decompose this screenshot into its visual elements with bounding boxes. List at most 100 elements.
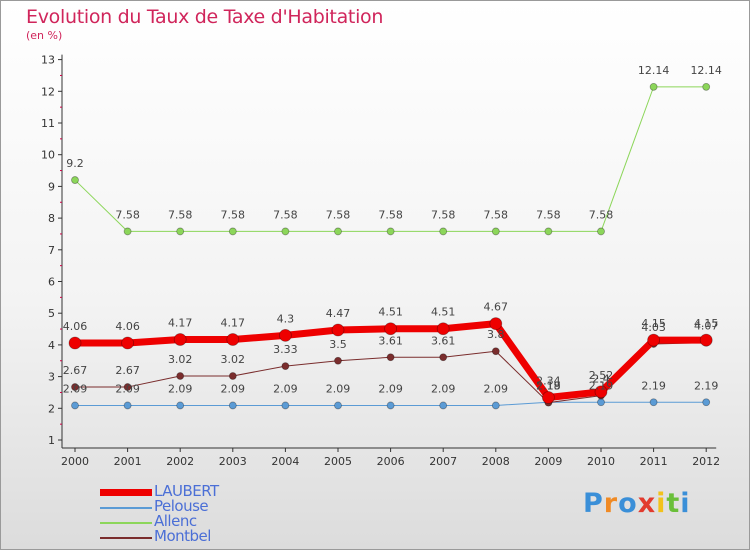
data-label-montbel: 3.5: [329, 338, 347, 351]
data-label-montbel: 2.4: [592, 373, 610, 386]
data-label-pelouse: 2.09: [221, 382, 246, 395]
y-tick-label: 12: [41, 85, 55, 98]
y-tick-label: 5: [48, 307, 55, 320]
data-point-laubert: [594, 385, 608, 399]
data-point-laubert: [699, 333, 713, 347]
x-tick-label: 2004: [271, 455, 299, 468]
data-label-laubert: 4.67: [484, 301, 509, 314]
legend-swatch: [100, 489, 152, 496]
data-point-allenc: [702, 82, 711, 91]
data-label-montbel: 3.61: [431, 334, 456, 347]
x-tick-label: 2010: [587, 455, 615, 468]
data-label-allenc: 7.58: [273, 208, 298, 221]
data-label-pelouse: 2.09: [273, 382, 298, 395]
data-label-allenc: 7.58: [115, 208, 140, 221]
y-tick-label: 11: [41, 117, 55, 130]
data-point-montbel: [491, 347, 500, 356]
data-label-montbel: 3.02: [221, 353, 246, 366]
x-tick-label: 2012: [692, 455, 720, 468]
data-point-laubert: [384, 322, 398, 336]
data-point-laubert: [436, 322, 450, 336]
data-point-pelouse: [439, 401, 448, 410]
data-label-laubert: 4.17: [221, 317, 246, 330]
legend-swatch: [100, 507, 152, 509]
data-point-montbel: [386, 353, 395, 362]
y-tick-label: 10: [41, 149, 55, 162]
data-point-pelouse: [597, 398, 605, 407]
chart-title: Evolution du Taux de Taxe d'Habitation: [26, 6, 384, 28]
data-label-laubert: 4.15: [694, 317, 719, 330]
legend-swatch: [100, 537, 152, 539]
data-label-pelouse: 2.19: [536, 379, 561, 392]
data-point-laubert: [647, 333, 660, 347]
x-tick-label: 2000: [61, 455, 89, 468]
legend-item-laubert: LAUBERT: [100, 482, 300, 500]
y-tick-label: 6: [48, 276, 55, 289]
data-point-pelouse: [228, 401, 237, 410]
data-point-laubert: [489, 317, 503, 331]
data-point-allenc: [71, 176, 79, 184]
data-point-montbel: [281, 362, 290, 371]
legend-label: Allenc: [154, 512, 197, 530]
data-label-allenc: 7.58: [484, 208, 509, 221]
data-label-allenc: 7.58: [536, 208, 561, 221]
data-label-allenc: 12.14: [638, 64, 670, 77]
legend-label: LAUBERT: [154, 482, 219, 500]
x-tick-label: 2007: [429, 455, 457, 468]
data-label-montbel: 2.18: [536, 380, 561, 393]
y-tick-label: 3: [48, 371, 55, 384]
x-tick-label: 2008: [482, 455, 510, 468]
data-label-allenc: 12.14: [690, 64, 722, 77]
x-tick-label: 2005: [324, 455, 352, 468]
y-tick-label: 13: [41, 54, 55, 67]
data-point-allenc: [176, 227, 185, 236]
data-label-montbel: 3.33: [273, 343, 298, 356]
legend-item-pelouse: Pelouse: [100, 497, 300, 515]
x-tick-label: 2003: [219, 455, 247, 468]
legend-swatch: [100, 522, 152, 524]
data-label-allenc: 7.58: [431, 208, 456, 221]
data-label-laubert: 2.34: [536, 375, 561, 388]
data-label-laubert: 4.47: [326, 307, 351, 320]
data-point-pelouse: [123, 401, 132, 410]
data-point-montbel: [334, 356, 342, 365]
data-label-allenc: 7.58: [168, 208, 193, 221]
data-point-montbel: [176, 372, 185, 380]
data-label-laubert: 4.17: [168, 317, 193, 330]
y-axis-label: (en %): [26, 29, 63, 42]
data-label-pelouse: 2.09: [326, 382, 351, 395]
data-label-laubert: 4.06: [115, 320, 140, 333]
data-label-pelouse: 2.09: [115, 382, 140, 395]
data-point-allenc: [228, 227, 237, 236]
legend-label: Montbel: [154, 527, 211, 545]
data-label-montbel: 4.03: [641, 321, 666, 334]
data-point-laubert: [173, 333, 187, 346]
data-label-montbel: 2.67: [63, 364, 88, 377]
data-point-montbel: [228, 372, 237, 380]
data-point-pelouse: [71, 401, 79, 410]
data-point-pelouse: [386, 401, 395, 410]
data-point-allenc: [439, 227, 448, 236]
data-label-laubert: 4.51: [431, 306, 456, 319]
data-label-allenc: 9.2: [66, 157, 84, 170]
y-tick-label: 1: [48, 434, 55, 447]
data-point-laubert: [121, 336, 134, 350]
data-label-pelouse: 2.09: [431, 382, 456, 395]
data-point-allenc: [334, 227, 342, 236]
data-point-laubert: [226, 333, 240, 346]
legend-item-allenc: Allenc: [100, 512, 300, 530]
data-label-laubert: 4.15: [641, 317, 666, 330]
data-point-pelouse: [649, 398, 658, 407]
data-point-allenc: [649, 82, 658, 91]
data-point-allenc: [123, 227, 132, 236]
y-tick-label: 9: [48, 180, 55, 193]
data-label-laubert: 4.51: [378, 306, 403, 319]
data-point-laubert: [278, 328, 292, 342]
data-label-allenc: 7.58: [589, 208, 614, 221]
data-point-montbel: [71, 383, 79, 391]
x-tick-label: 2011: [640, 455, 668, 468]
data-point-pelouse: [176, 401, 185, 410]
legend-item-montbel: Montbel: [100, 527, 300, 545]
data-label-pelouse: 2.09: [168, 382, 193, 395]
